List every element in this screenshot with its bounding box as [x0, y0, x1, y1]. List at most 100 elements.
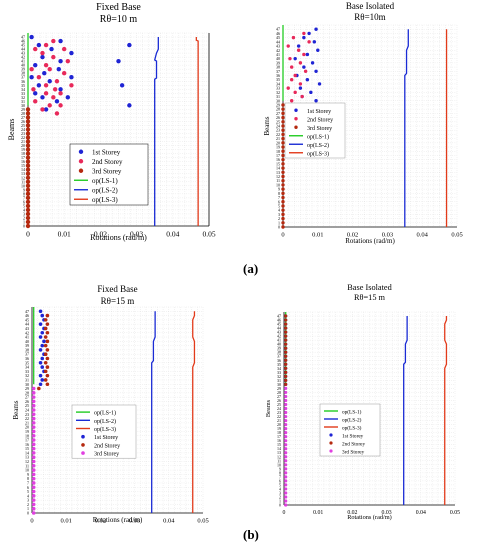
data-point — [302, 65, 306, 69]
data-point — [65, 95, 71, 100]
data-point — [284, 435, 288, 439]
y-tick-label: 7 — [278, 195, 280, 200]
y-tick-label: 42 — [276, 48, 280, 53]
legend-label: op(LS-1) — [342, 409, 362, 416]
data-point — [31, 451, 36, 455]
y-tick-label: 20 — [276, 140, 280, 145]
y-tick-label: 1 — [278, 220, 280, 225]
y-tick-label: 28 — [277, 390, 281, 395]
data-point — [284, 390, 288, 395]
data-point — [43, 91, 49, 96]
y-tick-label: 13 — [277, 450, 281, 455]
y-tick-label: 33 — [25, 369, 29, 374]
x-tick-label: 0.03 — [382, 232, 393, 239]
data-point — [51, 54, 56, 60]
y-tick-label: 32 — [21, 95, 25, 100]
y-tick-label: 25 — [277, 402, 281, 407]
data-point — [25, 187, 31, 193]
y-tick-label: 13 — [25, 455, 29, 460]
data-point — [25, 223, 31, 229]
chart-title: Base Isolated — [347, 283, 392, 292]
data-point — [288, 56, 292, 61]
y-tick-label: 45 — [277, 322, 281, 327]
legend-label: 1st Storey — [94, 435, 118, 441]
y-tick-label: 38 — [276, 65, 280, 70]
data-point — [31, 421, 36, 425]
data-point — [31, 408, 36, 412]
data-point — [293, 73, 297, 78]
y-tick-label: 28 — [25, 390, 29, 395]
data-point — [45, 348, 50, 352]
data-point — [25, 139, 31, 144]
y-tick-label: 38 — [21, 71, 25, 76]
data-point — [284, 338, 288, 342]
data-point — [302, 31, 306, 36]
data-point — [298, 86, 303, 90]
data-point — [284, 406, 288, 411]
y-tick-label: 14 — [21, 167, 25, 172]
y-tick-label: 44 — [21, 47, 25, 52]
data-point — [54, 111, 60, 116]
y-tick-label: 27 — [21, 115, 25, 120]
data-point — [281, 132, 285, 137]
legend-label: op(LS-2) — [92, 186, 118, 194]
data-point — [43, 107, 49, 112]
y-tick-label: 21 — [25, 420, 29, 425]
y-tick-label: 20 — [277, 422, 281, 427]
data-point — [303, 69, 308, 73]
chart-subtitle: Rθ=15 m — [101, 296, 135, 306]
data-point — [25, 195, 31, 201]
data-point — [52, 87, 58, 92]
data-point — [38, 360, 43, 365]
data-point — [116, 58, 121, 64]
y-tick-label: 25 — [276, 119, 280, 124]
legend-swatch-marker — [78, 149, 84, 154]
y-tick-label: 35 — [277, 362, 281, 367]
legend-swatch-marker — [294, 108, 298, 112]
data-point — [281, 174, 285, 179]
y-tick-label: 25 — [25, 403, 29, 408]
legend-swatch-marker — [294, 117, 298, 121]
data-point — [45, 313, 50, 318]
y-tick-label: 2 — [279, 494, 281, 499]
y-tick-label: 21 — [277, 418, 281, 423]
data-point — [38, 373, 43, 378]
y-tick-label: 11 — [21, 179, 25, 184]
data-point — [25, 127, 31, 132]
data-point — [43, 352, 48, 357]
data-point — [284, 382, 288, 386]
y-tick-label: 24 — [25, 408, 29, 413]
data-point — [43, 42, 49, 48]
data-point — [25, 215, 31, 221]
y-tick-label: 16 — [276, 157, 280, 162]
y-tick-label: 19 — [276, 145, 280, 150]
data-point — [31, 403, 36, 408]
y-tick-label: 9 — [27, 472, 29, 477]
series-line — [444, 316, 448, 505]
data-point — [284, 358, 288, 362]
data-point — [31, 395, 36, 399]
y-tick-label: 1 — [279, 498, 281, 503]
data-point — [290, 65, 294, 69]
y-tick-label: 36 — [25, 356, 29, 361]
x-tick-label: 0.02 — [95, 518, 106, 525]
data-point — [31, 416, 36, 421]
data-point — [36, 83, 42, 88]
x-axis-label: Rotations (rad/m) — [90, 233, 147, 242]
y-tick-label: 23 — [276, 128, 280, 133]
legend-label: op(LS-2) — [307, 142, 329, 149]
data-point — [284, 334, 288, 338]
data-point — [31, 481, 36, 485]
data-point — [281, 191, 285, 196]
y-tick-label: 16 — [21, 159, 25, 164]
data-point — [281, 216, 285, 221]
chart-title: Fixed Base — [97, 284, 137, 294]
y-tick-label: 18 — [277, 430, 281, 435]
data-point — [45, 365, 50, 369]
y-tick-label: 17 — [25, 438, 29, 443]
data-point — [281, 179, 285, 183]
data-point — [25, 131, 31, 136]
y-tick-label: 11 — [25, 463, 29, 468]
x-axis-label: Rotations (rad/m) — [345, 237, 395, 245]
series-line — [151, 311, 156, 513]
